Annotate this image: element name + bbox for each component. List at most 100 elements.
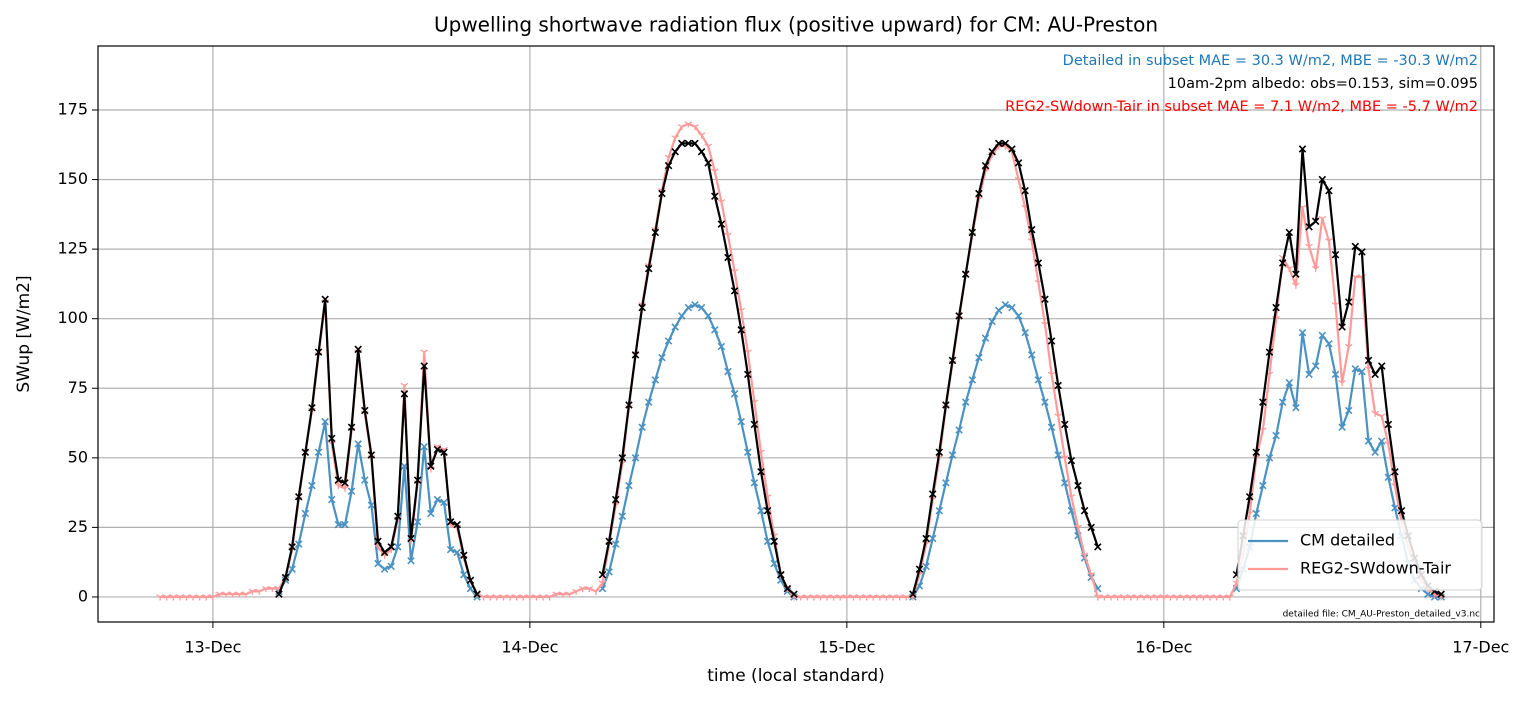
marker	[1285, 228, 1294, 237]
marker	[704, 312, 712, 320]
marker	[671, 135, 679, 142]
marker	[961, 398, 970, 406]
marker	[440, 448, 448, 457]
marker	[730, 287, 739, 295]
marker	[1272, 431, 1280, 440]
marker	[347, 423, 356, 431]
marker	[988, 147, 996, 156]
footnote: detailed file: CM_AU-Preston_detailed_v3…	[1283, 610, 1480, 620]
marker	[664, 154, 673, 161]
marker	[671, 147, 679, 156]
marker	[625, 401, 633, 409]
marker	[1278, 398, 1287, 406]
marker	[1311, 217, 1320, 226]
marker	[1054, 413, 1062, 420]
marker	[1094, 543, 1102, 551]
marker	[598, 570, 607, 579]
marker	[1391, 504, 1399, 512]
marker	[1014, 159, 1023, 167]
marker	[975, 189, 983, 198]
marker	[1061, 420, 1069, 429]
marker	[341, 479, 349, 487]
marker	[763, 506, 772, 515]
marker	[777, 570, 785, 579]
marker	[440, 498, 448, 507]
marker	[935, 506, 944, 515]
x-tick-label: 13-Dec	[184, 638, 241, 657]
marker	[1305, 243, 1313, 250]
marker	[1344, 343, 1353, 351]
marker	[717, 342, 726, 351]
marker	[658, 189, 666, 198]
marker	[446, 518, 455, 526]
legend-label: REG2-SWdown-Tair	[1300, 559, 1451, 578]
marker	[592, 588, 600, 595]
marker	[994, 306, 1003, 315]
marker	[1008, 303, 1016, 312]
marker	[1252, 448, 1261, 457]
marker	[1358, 248, 1366, 256]
marker	[407, 557, 415, 565]
marker	[347, 487, 356, 495]
marker	[427, 462, 435, 470]
y-tick-label: 100	[57, 308, 88, 327]
marker	[427, 509, 435, 518]
marker	[420, 442, 428, 451]
marker	[744, 448, 752, 457]
marker	[1311, 265, 1320, 273]
marker	[790, 590, 798, 598]
legend-label: CM detailed	[1300, 531, 1395, 550]
marker	[1041, 295, 1049, 303]
marker	[651, 228, 660, 237]
marker	[1080, 552, 1089, 559]
marker	[948, 356, 957, 365]
marker	[1008, 145, 1016, 153]
marker	[1305, 223, 1313, 231]
marker	[644, 264, 653, 273]
marker	[1265, 454, 1274, 462]
marker	[1338, 323, 1346, 331]
marker	[354, 345, 362, 354]
marker	[1278, 259, 1287, 267]
marker	[1252, 509, 1261, 518]
annotation: 10am-2pm albedo: obs=0.153, sim=0.095	[1168, 76, 1478, 92]
marker	[1371, 448, 1379, 457]
marker	[1397, 506, 1406, 515]
series	[275, 139, 1445, 598]
marker	[1344, 298, 1353, 306]
legend: CM detailed REG2-SWdown-Tair	[1237, 519, 1483, 591]
marker	[750, 479, 759, 487]
marker	[367, 451, 376, 459]
marker	[1371, 370, 1379, 379]
marker	[1351, 242, 1360, 251]
marker	[1034, 376, 1043, 384]
marker	[1041, 398, 1049, 406]
marker	[1371, 410, 1379, 417]
marker	[605, 568, 613, 576]
marker	[1034, 259, 1043, 267]
marker	[770, 537, 778, 546]
marker	[968, 228, 977, 237]
marker	[1377, 362, 1386, 370]
marker	[394, 543, 402, 551]
marker	[770, 559, 778, 568]
marker	[1298, 145, 1307, 153]
marker	[724, 232, 732, 239]
marker	[704, 159, 712, 167]
y-axis-label: SWup [W/m2]	[14, 275, 34, 392]
marker	[288, 565, 296, 573]
marker	[737, 417, 745, 426]
marker	[684, 139, 693, 148]
marker	[334, 482, 343, 490]
marker	[314, 448, 323, 457]
y-tick-label: 125	[57, 239, 88, 258]
marker	[691, 124, 699, 131]
marker	[1087, 572, 1096, 579]
marker	[935, 448, 944, 457]
marker	[644, 398, 653, 406]
marker	[1080, 506, 1089, 515]
marker	[1001, 139, 1010, 148]
chart-title: Upwelling shortwave radiation flux (posi…	[434, 13, 1158, 37]
marker	[400, 382, 409, 389]
y-tick-label: 150	[57, 169, 88, 188]
